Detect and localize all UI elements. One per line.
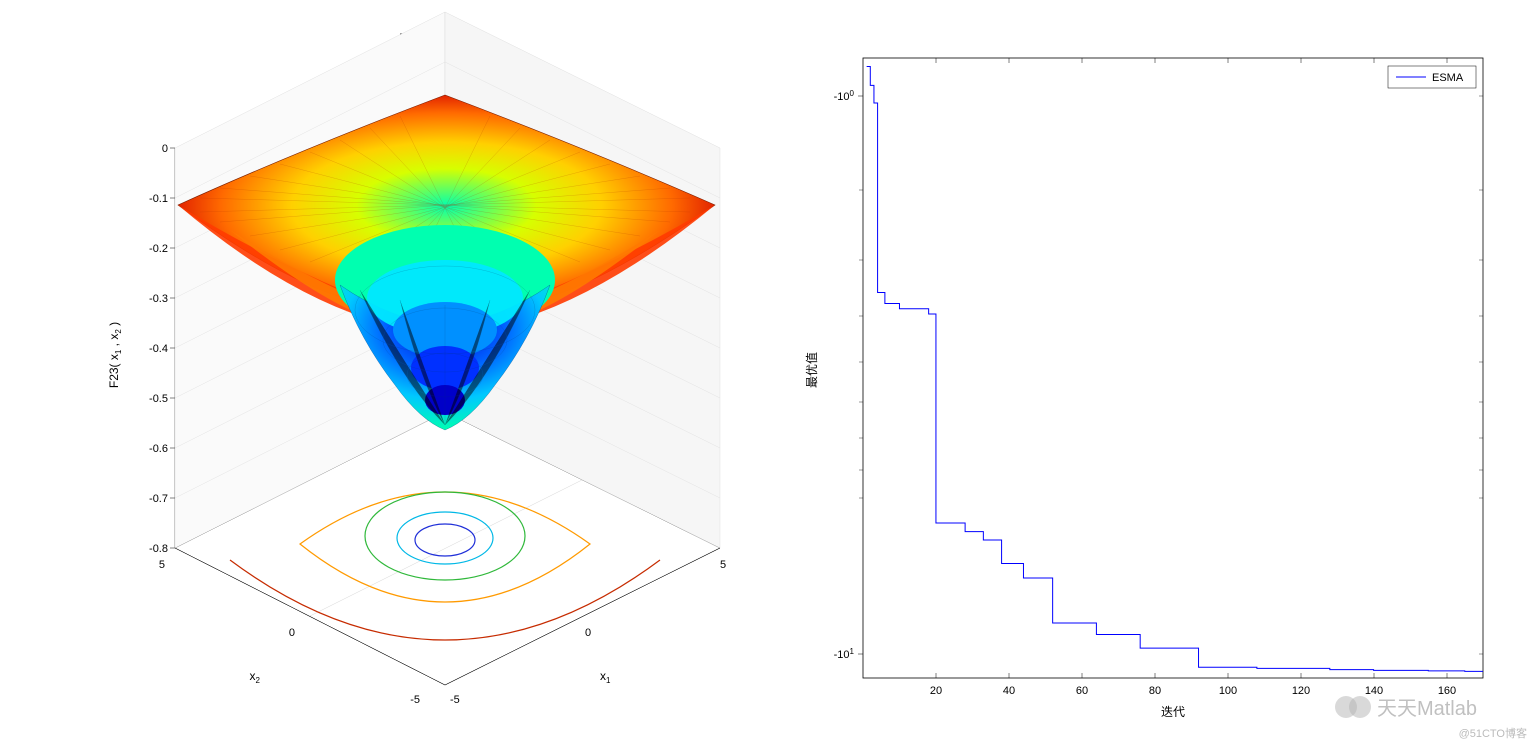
contour-lines (230, 492, 660, 640)
legend-label: ESMA (1432, 72, 1464, 84)
svg-text:-0.3: -0.3 (149, 293, 168, 305)
x2-axis: -5 0 5 x2 (159, 548, 445, 706)
svg-text:5: 5 (159, 559, 165, 571)
svg-text:-100: -100 (834, 89, 855, 103)
svg-text:20: 20 (930, 685, 942, 697)
svg-text:-0.6: -0.6 (149, 443, 168, 455)
svg-text:0: 0 (585, 627, 591, 639)
parameter-space-plot: Parameter space 0 (0, 0, 768, 746)
svg-text:-5: -5 (410, 694, 420, 706)
svg-text:60: 60 (1076, 685, 1088, 697)
plot-box (863, 58, 1483, 678)
y-axis-label: 最优值 (804, 352, 819, 388)
svg-text:0: 0 (289, 627, 295, 639)
svg-text:-0.5: -0.5 (149, 393, 168, 405)
svg-text:0: 0 (162, 143, 168, 155)
svg-text:-0.7: -0.7 (149, 493, 168, 505)
watermark-text: @51CTO博客 (1459, 725, 1527, 741)
svg-text:100: 100 (1219, 685, 1237, 697)
legend: ESMA (1388, 66, 1476, 88)
svg-text:-101: -101 (834, 647, 855, 661)
svg-text:-0.2: -0.2 (149, 243, 168, 255)
svg-text:-5: -5 (450, 694, 460, 706)
z-axis: 0 -0.1 -0.2 -0.3 -0.4 -0.5 -0.6 -0.7 -0.… (149, 143, 175, 555)
watermark-logo: 天天Matlab (1335, 692, 1477, 721)
x2-axis-label: x2 (250, 669, 261, 685)
svg-text:120: 120 (1292, 685, 1310, 697)
x1-axis: -5 0 5 x1 (445, 548, 726, 706)
svg-text:5: 5 (720, 559, 726, 571)
svg-text:-0.4: -0.4 (149, 343, 168, 355)
svg-text:40: 40 (1003, 685, 1015, 697)
x-axis-label: 迭代 (1161, 705, 1185, 719)
convergence-plot: ESMA -100 -101 (768, 0, 1537, 746)
svg-text:-0.1: -0.1 (149, 193, 168, 205)
svg-text:80: 80 (1149, 685, 1161, 697)
x1-axis-label: x1 (600, 669, 611, 685)
svg-text:-0.8: -0.8 (149, 543, 168, 555)
z-axis-label: F23( x1 , x2 ) (107, 322, 123, 388)
